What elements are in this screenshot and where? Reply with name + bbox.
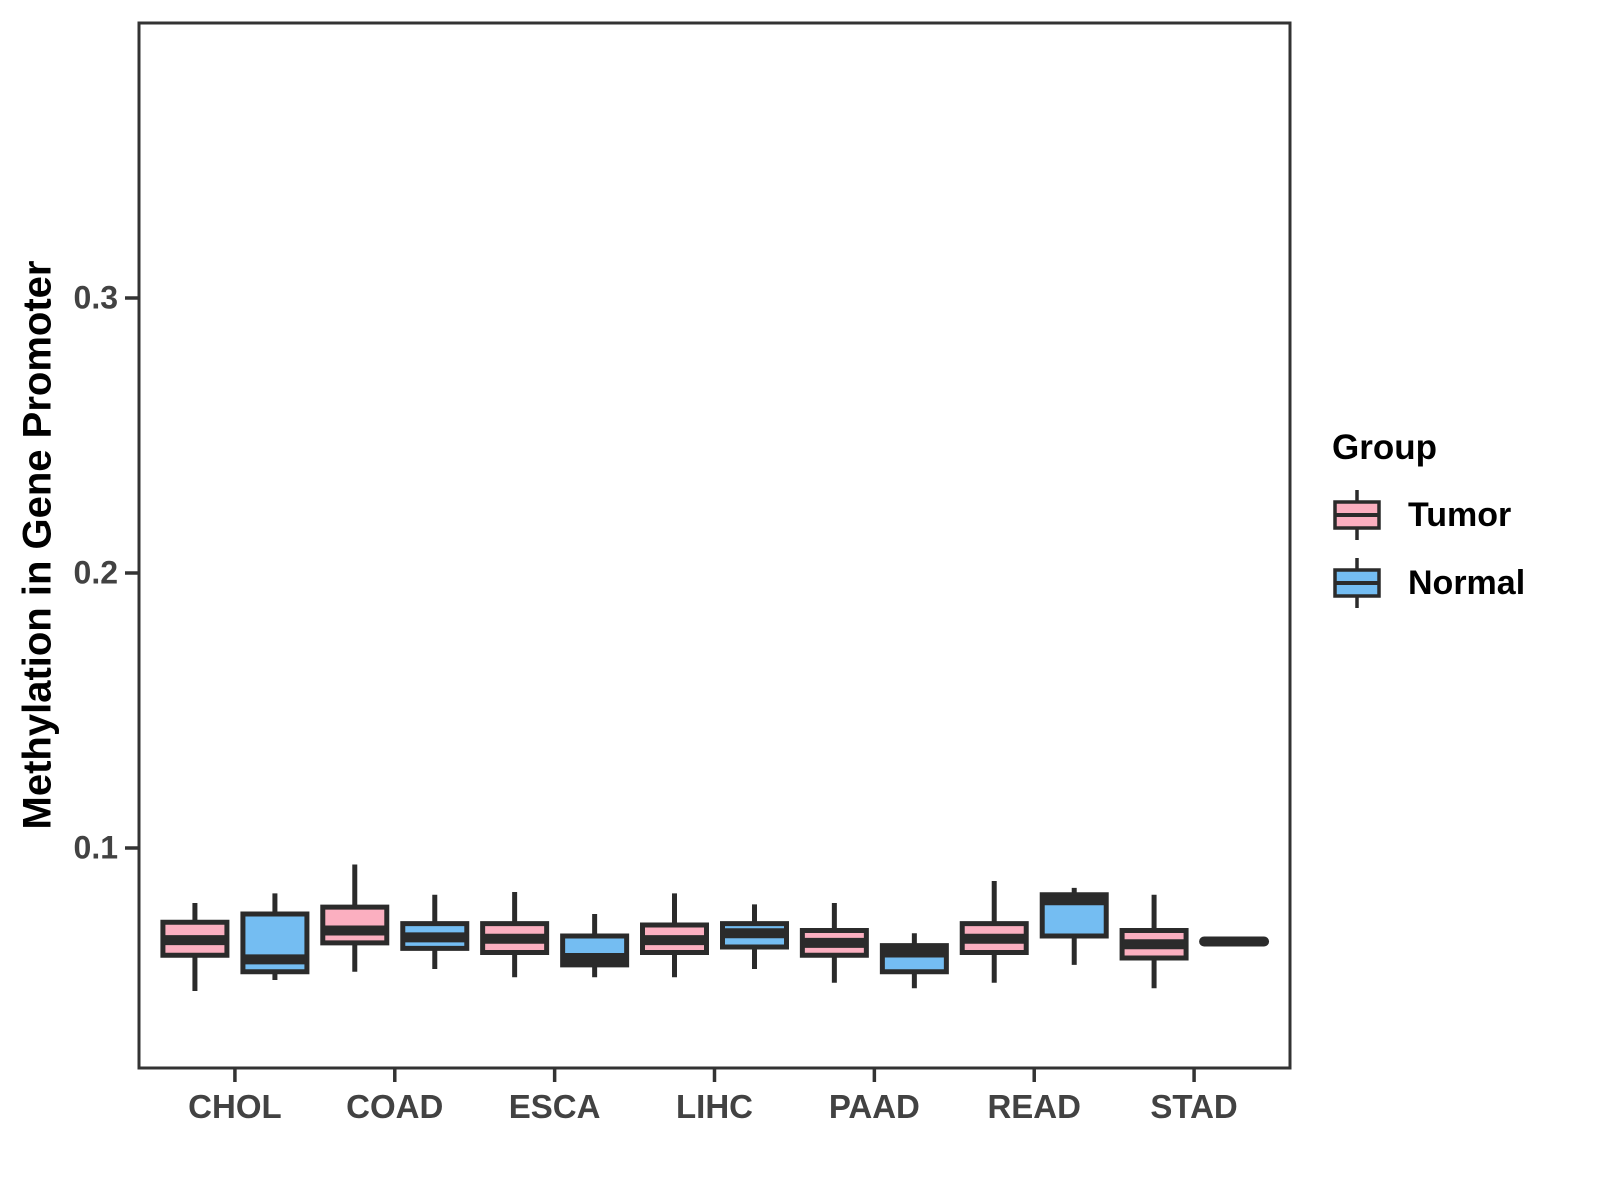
- box-ESCA-Normal: [560, 914, 630, 978]
- legend-item-normal: Normal: [1328, 554, 1588, 612]
- legend-item-label: Tumor: [1408, 495, 1512, 534]
- y-tick-label: 0.3: [73, 279, 118, 316]
- x-tick-label: ESCA: [508, 1088, 601, 1125]
- box-PAAD-Normal: [879, 933, 949, 989]
- box-PAAD-Tumor: [799, 903, 869, 983]
- panel-border: [137, 21, 1292, 1070]
- legend-title: Group: [1332, 428, 1437, 467]
- normal-boxplot-key-icon: [1333, 558, 1381, 608]
- y-tick-label: 0.1: [73, 829, 118, 866]
- box-CHOL-Tumor: [160, 903, 230, 991]
- box-CHOL-Normal: [240, 893, 310, 980]
- box-ESCA-Tumor: [480, 892, 550, 978]
- y-axis-title: Methylation in Gene Promoter: [15, 260, 60, 830]
- legend-item-label: Normal: [1408, 563, 1526, 602]
- x-tick-label: READ: [987, 1088, 1081, 1125]
- box-READ-Tumor: [959, 881, 1029, 983]
- box-READ-Normal: [1039, 887, 1109, 965]
- box-COAD-Tumor: [320, 864, 390, 972]
- y-tick-label: 0.2: [73, 554, 118, 591]
- x-tick-label: CHOL: [188, 1088, 282, 1125]
- box-LIHC-Tumor: [640, 893, 709, 978]
- x-tick-label: LIHC: [676, 1088, 753, 1125]
- x-tick-label: PAAD: [828, 1088, 920, 1125]
- x-tick-label: STAD: [1150, 1088, 1238, 1125]
- x-tick-label: COAD: [346, 1088, 444, 1125]
- box-COAD-Normal: [400, 894, 470, 969]
- tumor-boxplot-key-icon: [1333, 490, 1381, 540]
- legend-item-tumor: Tumor: [1328, 486, 1588, 544]
- box-STAD-Tumor: [1119, 894, 1189, 989]
- legend: Group Tumor Normal: [1328, 428, 1588, 622]
- box-LIHC-Normal: [720, 904, 789, 969]
